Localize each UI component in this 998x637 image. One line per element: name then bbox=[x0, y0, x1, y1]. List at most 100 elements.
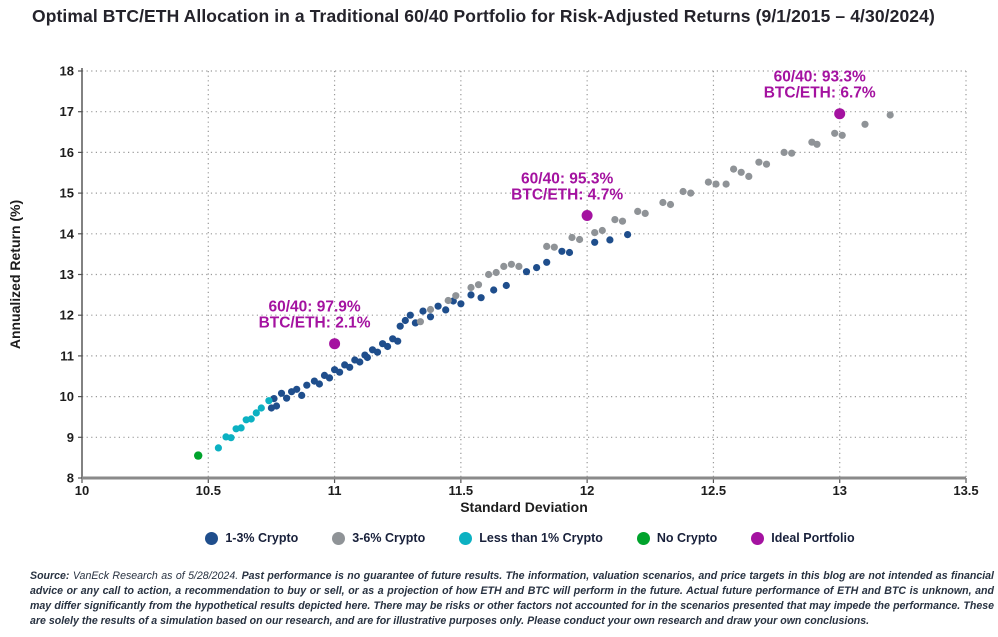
point-1-3-crypto bbox=[442, 306, 450, 314]
point-3-6-crypto bbox=[666, 200, 675, 209]
point-1-3-crypto bbox=[283, 394, 291, 402]
point-3-6-crypto bbox=[591, 229, 599, 237]
point-1-3-crypto bbox=[467, 291, 475, 299]
y-axis-title: Annualized Return (%) bbox=[7, 200, 23, 349]
point-3-6-crypto bbox=[659, 198, 667, 207]
point-3-6-crypto bbox=[755, 158, 763, 166]
point-3-6-crypto bbox=[598, 226, 606, 235]
point-1-3-crypto bbox=[396, 322, 404, 330]
point-1-3-crypto bbox=[502, 281, 510, 290]
point-3-6-crypto bbox=[886, 111, 894, 119]
point-less-than-1-crypto bbox=[237, 424, 245, 432]
point-less-than-1-crypto bbox=[247, 415, 255, 423]
point-less-than-1-crypto bbox=[265, 397, 273, 405]
point-3-6-crypto bbox=[452, 292, 460, 300]
legend-label: 1-3% Crypto bbox=[225, 531, 299, 545]
point-1-3-crypto bbox=[558, 247, 566, 255]
legend-item-3-6-crypto: 3-6% Crypto bbox=[332, 531, 425, 545]
legend-label: Less than 1% Crypto bbox=[479, 531, 603, 545]
point-1-3-crypto bbox=[298, 391, 306, 399]
point-1-3-crypto bbox=[477, 294, 485, 302]
point-3-6-crypto bbox=[500, 262, 508, 270]
point-3-6-crypto bbox=[507, 260, 515, 268]
point-1-3-crypto bbox=[303, 381, 311, 389]
scatter-plot: 10 10.5 11 11.5 12 12.5 13 13.5 8 9 10 11 12 13 14 15 16… bbox=[7, 64, 979, 516]
point-1-3-crypto bbox=[293, 385, 301, 393]
annotation-1-line1: 60/40: 97.9% bbox=[268, 299, 360, 316]
legend-swatch-3-6-crypto bbox=[332, 531, 346, 545]
legend-label: 3-6% Crypto bbox=[352, 531, 426, 545]
point-3-6-crypto bbox=[745, 172, 753, 180]
point-1-3-crypto bbox=[606, 236, 614, 244]
point-3-6-crypto bbox=[730, 165, 738, 173]
annotation-3-line2: BTC/ETH: 6.7% bbox=[764, 85, 876, 102]
point-1-3-crypto bbox=[543, 258, 551, 266]
y-tick-label: 17 bbox=[60, 104, 74, 119]
x-tick-label: 11 bbox=[328, 483, 342, 498]
y-tick-label: 9 bbox=[67, 430, 74, 445]
point-1-3-crypto bbox=[373, 348, 382, 356]
point-ideal-portfolio bbox=[834, 108, 846, 120]
point-3-6-crypto bbox=[426, 305, 435, 314]
point-3-6-crypto bbox=[838, 131, 846, 139]
x-tick-label: 10.5 bbox=[196, 483, 221, 498]
legend-item-less-than-1-crypto: Less than 1% Crypto bbox=[459, 531, 603, 545]
point-1-3-crypto bbox=[522, 268, 531, 276]
point-3-6-crypto bbox=[611, 216, 619, 224]
x-tick-label: 11.5 bbox=[449, 483, 474, 498]
y-tick-label: 15 bbox=[60, 186, 74, 201]
point-3-6-crypto bbox=[568, 233, 576, 242]
x-tick-label: 13 bbox=[832, 483, 846, 498]
x-tick-label: 12.5 bbox=[701, 483, 726, 498]
point-3-6-crypto bbox=[722, 180, 730, 188]
x-tick-label: 10 bbox=[75, 483, 89, 498]
point-3-6-crypto bbox=[550, 243, 558, 251]
point-1-3-crypto bbox=[356, 358, 364, 366]
point-1-3-crypto bbox=[406, 311, 414, 319]
point-3-6-crypto bbox=[762, 160, 771, 168]
point-3-6-crypto bbox=[813, 140, 821, 148]
point-3-6-crypto bbox=[444, 296, 452, 305]
y-tick-label: 12 bbox=[60, 308, 74, 323]
point-3-6-crypto bbox=[634, 207, 642, 215]
legend-label: No Crypto bbox=[656, 531, 718, 545]
point-1-3-crypto bbox=[272, 402, 281, 410]
legend-item-no-crypto: No Crypto bbox=[636, 531, 718, 545]
point-3-6-crypto bbox=[467, 283, 475, 292]
point-ideal-portfolio bbox=[581, 210, 593, 221]
y-tick-label: 13 bbox=[60, 267, 74, 282]
point-3-6-crypto bbox=[704, 178, 713, 186]
source-note: Source: VanEck Research as of 5/28/2024.… bbox=[30, 569, 994, 629]
legend-swatch-no-crypto bbox=[636, 531, 650, 545]
point-3-6-crypto bbox=[780, 148, 788, 156]
point-1-3-crypto bbox=[384, 342, 392, 351]
point-3-6-crypto bbox=[712, 180, 720, 188]
legend-swatch-1-3-crypto bbox=[205, 531, 219, 545]
point-1-3-crypto bbox=[426, 313, 435, 321]
x-tick-label: 12 bbox=[580, 483, 594, 498]
point-1-3-crypto bbox=[394, 337, 402, 345]
source-attribution: VanEck Research as of 5/28/2024. bbox=[69, 570, 242, 582]
legend-item-ideal-portfolio: Ideal Portfolio bbox=[751, 531, 855, 545]
point-no-crypto bbox=[194, 451, 203, 460]
point-1-3-crypto bbox=[591, 238, 599, 246]
point-3-6-crypto bbox=[576, 235, 584, 244]
legend-label: Ideal Portfolio bbox=[771, 531, 855, 545]
point-3-6-crypto bbox=[679, 187, 687, 196]
point-less-than-1-crypto bbox=[257, 404, 265, 412]
legend-swatch-less-than-1-crypto bbox=[459, 531, 473, 545]
source-body: Past performance is no guarantee of futu… bbox=[30, 570, 994, 627]
annotation-2-line2: BTC/ETH: 4.7% bbox=[511, 186, 623, 203]
point-less-than-1-crypto bbox=[214, 444, 222, 452]
point-3-6-crypto bbox=[618, 217, 627, 225]
point-1-3-crypto bbox=[434, 302, 442, 310]
y-tick-label: 8 bbox=[67, 471, 74, 486]
point-1-3-crypto bbox=[457, 300, 465, 308]
y-tick-label: 14 bbox=[60, 226, 75, 241]
point-3-6-crypto bbox=[492, 268, 500, 277]
point-1-3-crypto bbox=[363, 353, 371, 362]
point-less-than-1-crypto bbox=[227, 434, 235, 442]
point-ideal-portfolio bbox=[329, 338, 341, 350]
point-1-3-crypto bbox=[401, 316, 409, 325]
